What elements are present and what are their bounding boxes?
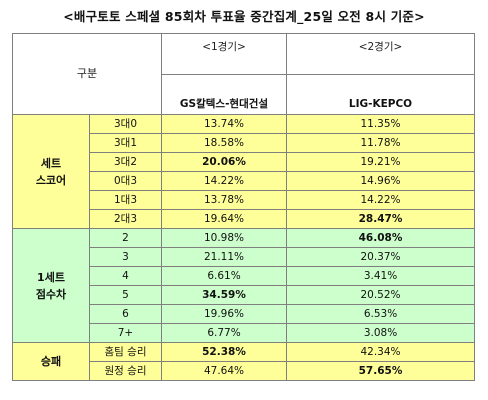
- match1-rate-cell: 18.58%: [161, 133, 287, 153]
- option-cell: 0대3: [89, 171, 162, 191]
- header-match1-label: <1경기>: [161, 33, 287, 75]
- table-row: 5 34.59% 20.52%: [13, 285, 475, 305]
- group-label-line1: 1세트: [37, 270, 65, 284]
- option-cell: 홈팀 승리: [89, 342, 162, 362]
- match1-rate-cell: 6.77%: [161, 323, 287, 343]
- match1-rate-cell: 14.22%: [161, 171, 287, 191]
- group-label-line1: 세트: [40, 156, 62, 170]
- option-cell: 1대3: [89, 190, 162, 210]
- option-cell: 3대2: [89, 152, 162, 172]
- option-cell: 3대0: [89, 114, 162, 134]
- match2-rate-cell: 11.78%: [286, 133, 475, 153]
- match1-rate-cell: 10.98%: [161, 228, 287, 248]
- option-cell: 4: [89, 266, 162, 286]
- table-row: 3대1 18.58% 11.78%: [13, 133, 475, 153]
- table-row: 7+ 6.77% 3.08%: [13, 323, 475, 343]
- table-row: 6 19.96% 6.53%: [13, 304, 475, 324]
- group-win-loss-label: 승패: [12, 342, 90, 381]
- match2-rate-cell: 19.21%: [286, 152, 475, 172]
- option-cell: 7+: [89, 323, 162, 343]
- option-cell: 3대1: [89, 133, 162, 153]
- header-match1-team: GS칼텍스-현대건설: [161, 74, 287, 115]
- header-row-teams: GS칼텍스-현대건설 LIG-KEPCO: [13, 74, 475, 115]
- table-row: 원정 승리 47.64% 57.65%: [13, 361, 475, 381]
- match2-rate-cell: 6.53%: [286, 304, 475, 324]
- header-match2-team: LIG-KEPCO: [286, 74, 475, 115]
- table-row: 3 21.11% 20.37%: [13, 247, 475, 267]
- header-gubun: 구분: [12, 33, 162, 115]
- option-cell: 6: [89, 304, 162, 324]
- match2-rate-cell: 3.08%: [286, 323, 475, 343]
- option-cell: 원정 승리: [89, 361, 162, 381]
- match2-rate-cell: 20.52%: [286, 285, 475, 305]
- match2-rate-cell: 57.65%: [286, 361, 475, 381]
- table-row: 3대2 20.06% 19.21%: [13, 152, 475, 172]
- match1-rate-cell: 52.38%: [161, 342, 287, 362]
- table-row: 0대3 14.22% 14.96%: [13, 171, 475, 191]
- match2-rate-cell: 46.08%: [286, 228, 475, 248]
- table-row: 승패 홈팀 승리 52.38% 42.34%: [12, 342, 475, 381]
- option-cell: 5: [89, 285, 162, 305]
- group-label-line2: 스코어: [35, 173, 67, 187]
- match1-rate-cell: 13.78%: [161, 190, 287, 210]
- match2-rate-cell: 11.35%: [286, 114, 475, 134]
- match1-rate-cell: 47.64%: [161, 361, 287, 381]
- match1-rate-cell: 34.59%: [161, 285, 287, 305]
- match2-rate-cell: 28.47%: [286, 209, 475, 229]
- match1-rate-cell: 20.06%: [161, 152, 287, 172]
- table-row: 1대3 13.78% 14.22%: [13, 190, 475, 210]
- option-cell: 2대3: [89, 209, 162, 229]
- match2-rate-cell: 14.96%: [286, 171, 475, 191]
- group-label-line2: 점수차: [35, 287, 67, 301]
- option-cell: 2: [89, 228, 162, 248]
- match2-rate-cell: 14.22%: [286, 190, 475, 210]
- table-row: 2대3 19.64% 28.47%: [13, 209, 475, 229]
- header-row-labels: 구분 <1경기> <2경기>: [12, 33, 475, 115]
- match2-rate-cell: 3.41%: [286, 266, 475, 286]
- table-row: 세트 스코어 3대0 13.74% 11.35%: [12, 114, 475, 229]
- match1-rate-cell: 19.96%: [161, 304, 287, 324]
- group-label-line1: 승패: [40, 355, 62, 368]
- match1-rate-cell: 21.11%: [161, 247, 287, 267]
- header-match2-label: <2경기>: [286, 33, 475, 75]
- match1-rate-cell: 13.74%: [161, 114, 287, 134]
- table-row: 1세트 점수차 2 10.98% 46.08%: [12, 228, 475, 343]
- table-row: 4 6.61% 3.41%: [13, 266, 475, 286]
- page-title: <배구토토 스페셜 85회차 투표율 중간집계_25일 오전 8시 기준>: [63, 9, 425, 24]
- option-cell: 3: [89, 247, 162, 267]
- match2-rate-cell: 42.34%: [286, 342, 475, 362]
- match1-rate-cell: 6.61%: [161, 266, 287, 286]
- match2-rate-cell: 20.37%: [286, 247, 475, 267]
- match1-rate-cell: 19.64%: [161, 209, 287, 229]
